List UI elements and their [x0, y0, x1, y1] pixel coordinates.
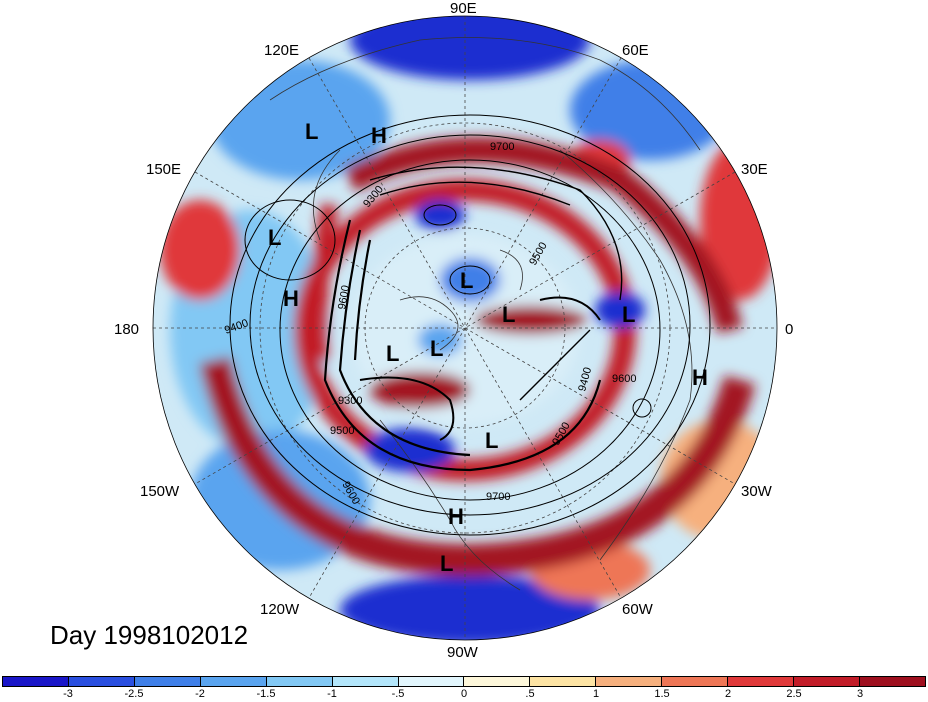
colorbar-segment: [728, 677, 795, 686]
low-center: L: [502, 302, 515, 327]
colorbar-tick-label: -3: [63, 688, 73, 700]
colorbar-tick-label: 2: [724, 688, 732, 700]
lon-label-120w: 120W: [260, 601, 300, 618]
low-center: L: [460, 268, 473, 293]
lon-label-30e: 30E: [741, 161, 768, 178]
colorbar-segment: [3, 677, 69, 686]
colorbar-tick-label: .5: [525, 688, 535, 700]
lon-label-60e: 60E: [622, 42, 649, 59]
colorbar-segment: [662, 677, 729, 686]
colorbar-tick-label: -1: [327, 688, 337, 700]
contour-label: 9500: [330, 425, 354, 437]
colorbar-segment: [266, 677, 333, 686]
colorbar-segment: [332, 677, 399, 686]
colorbar-segment: [859, 677, 925, 686]
high-center: H: [692, 365, 708, 390]
contour-label: 9700: [486, 491, 510, 503]
colorbar-segment: [530, 677, 597, 686]
lon-label-150e: 150E: [146, 161, 181, 178]
pressure-centers: L H L H L L L L L L H H L: [268, 119, 708, 576]
colorbar-segment: [464, 677, 531, 686]
coastlines: [269, 37, 701, 591]
colorbar-tick-label: 1: [592, 688, 600, 700]
lon-label-0: 0: [785, 321, 793, 338]
colorbar-tick-label: 2.5: [786, 688, 802, 700]
high-center: H: [371, 123, 387, 148]
polar-map: 9700 9600 9500 9300 9400 9500 9600 9700 …: [114, 0, 793, 661]
anomaly-field: 9700 9600 9500 9300 9400 9500 9600 9700 …: [153, 16, 777, 640]
graticule: [153, 16, 777, 640]
colorbar-tick-label: -1.5: [256, 688, 276, 700]
contour-label: 9700: [490, 141, 514, 153]
low-center: L: [440, 551, 453, 576]
colorbar-tick-label: -2: [195, 688, 205, 700]
colorbar-segment: [68, 677, 135, 686]
contour-label: 9300: [338, 395, 362, 407]
lon-label-90w: 90W: [447, 644, 479, 661]
colorbar-segment: [134, 677, 201, 686]
colorbar-bar: [2, 676, 926, 687]
low-center: L: [386, 341, 399, 366]
colorbar-segment: [200, 677, 267, 686]
high-center: H: [283, 286, 299, 311]
high-center: H: [448, 504, 464, 529]
lon-label-30w: 30W: [741, 483, 773, 500]
colorbar-segment: [794, 677, 860, 686]
height-contours: [229, 114, 711, 536]
lon-label-60w: 60W: [622, 601, 654, 618]
colorbar-tick-label: 3: [856, 688, 864, 700]
lon-label-120e: 120E: [264, 42, 299, 59]
low-center: L: [305, 119, 318, 144]
contour-label: 9600: [612, 373, 636, 385]
lon-label-180: 180: [114, 321, 139, 338]
map-boundary: [152, 15, 778, 641]
date-label: Day 1998102012: [50, 620, 249, 650]
colorbar-tick-label: 1.5: [654, 688, 670, 700]
low-center: L: [485, 428, 498, 453]
colorbar-tick-labels: -3 -2.5 -2 -1.5 -1 -.5 0 .5 1 1.5 2 2.5 3: [2, 687, 926, 701]
lon-label-150w: 150W: [140, 483, 180, 500]
low-center: L: [622, 302, 635, 327]
colorbar-segment: [398, 677, 465, 686]
colorbar-tick-label: 0: [460, 688, 468, 700]
contour-label: 9600: [336, 284, 352, 310]
low-center: L: [268, 225, 281, 250]
colorbar-segment: [596, 677, 663, 686]
colorbar: -3 -2.5 -2 -1.5 -1 -.5 0 .5 1 1.5 2 2.5 3: [2, 676, 926, 702]
lon-label-90e: 90E: [450, 0, 477, 17]
low-center: L: [430, 336, 443, 361]
colorbar-tick-label: -.5: [391, 688, 405, 700]
longitude-labels: 90E 60E 30E 0 30W 60W 90W 120W 150W 180 …: [114, 0, 793, 661]
colorbar-tick-label: -2.5: [124, 688, 144, 700]
